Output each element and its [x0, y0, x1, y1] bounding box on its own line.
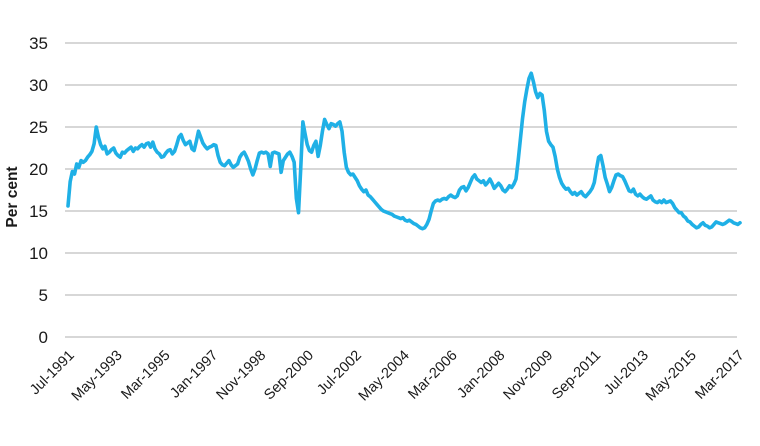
y-tick-label-0: 0: [39, 328, 48, 347]
x-tick-label-Sep-2000: Sep-2000: [261, 348, 317, 404]
x-tick-label-Mar-2017: Mar-2017: [692, 348, 747, 403]
x-tick-label-Jan-2008: Jan-2008: [454, 348, 508, 402]
x-tick-label-Mar-2006: Mar-2006: [405, 348, 460, 403]
y-tick-label-35: 35: [29, 34, 48, 53]
x-tick-label-May-1993: May-1993: [69, 348, 126, 405]
x-axis-tick-labels: Jul-1991May-1993Mar-1995Jan-1997Nov-1998…: [27, 348, 747, 405]
x-tick-label-May-2015: May-2015: [643, 348, 700, 405]
gridlines: [65, 42, 737, 338]
y-tick-label-5: 5: [39, 286, 48, 305]
x-tick-label-Jan-1997: Jan-1997: [167, 348, 221, 402]
x-tick-label-Sep-2011: Sep-2011: [549, 348, 604, 403]
y-tick-label-20: 20: [29, 160, 48, 179]
y-tick-label-25: 25: [29, 118, 48, 137]
y-tick-label-10: 10: [29, 244, 48, 263]
y-tick-label-15: 15: [29, 202, 48, 221]
y-tick-label-30: 30: [29, 76, 48, 95]
x-tick-label-Nov-2009: Nov-2009: [500, 348, 556, 404]
x-tick-label-Mar-1995: Mar-1995: [118, 348, 173, 403]
y-axis-tick-labels: 0 5 10 15 20 25 30 35: [29, 34, 48, 347]
x-tick-label-Nov-1998: Nov-1998: [213, 348, 269, 404]
x-tick-label-May-2004: May-2004: [356, 348, 413, 405]
data-series-line: [66, 71, 742, 231]
y-axis-title: Per cent: [4, 166, 21, 227]
